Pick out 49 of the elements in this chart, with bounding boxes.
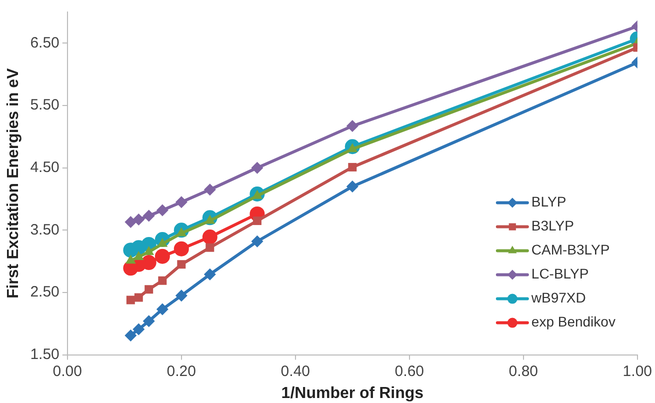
x-tick-label: 1.00 [622,362,652,380]
y-tick-label: 4.50 [30,158,60,176]
point [156,303,168,316]
point [142,210,155,222]
point [346,120,358,132]
x-axis-title: 1/Number of Rings [281,384,424,402]
y-tick-label: 2.50 [30,284,60,301]
point [154,248,170,264]
y-tick-label: 1.50 [30,346,60,363]
point [177,260,186,269]
x-tick-label: 0.80 [508,362,538,380]
y-tick-label: 5.50 [30,96,60,114]
y-tick-label: 3.50 [30,221,60,238]
y-tick-label: 6.50 [30,34,60,52]
point [252,216,262,226]
point [132,214,145,226]
legend-label: wB97XD [530,290,586,306]
point [251,162,264,174]
point [124,329,137,342]
point [158,276,167,285]
point [206,243,214,252]
point [204,184,216,196]
y-axis-title: First Excitation Energies in eV [5,68,22,299]
point [124,216,137,228]
x-tick-label: 0.20 [166,362,196,380]
point [125,254,136,264]
point [126,296,135,304]
legend-label: exp Bendikov [531,314,616,330]
x-tick-label: 0.40 [280,362,310,380]
legend-label: LC-BLYP [531,266,589,282]
point [175,196,188,208]
point [204,268,216,280]
point [251,235,264,248]
point [144,285,154,294]
point [142,315,155,328]
point [346,180,358,193]
legend-label: B3LYP [531,218,574,234]
point [123,242,138,258]
point [202,230,218,244]
legend-label: CAM-B3LYP [531,242,610,258]
point [156,204,168,216]
legend-label: BLYP [531,194,566,210]
point [175,290,188,302]
point [134,293,143,302]
point [132,323,145,336]
point [348,162,357,172]
x-tick-label: 0.60 [394,362,424,380]
point [174,241,189,256]
x-tick-label: 0.00 [52,362,82,380]
